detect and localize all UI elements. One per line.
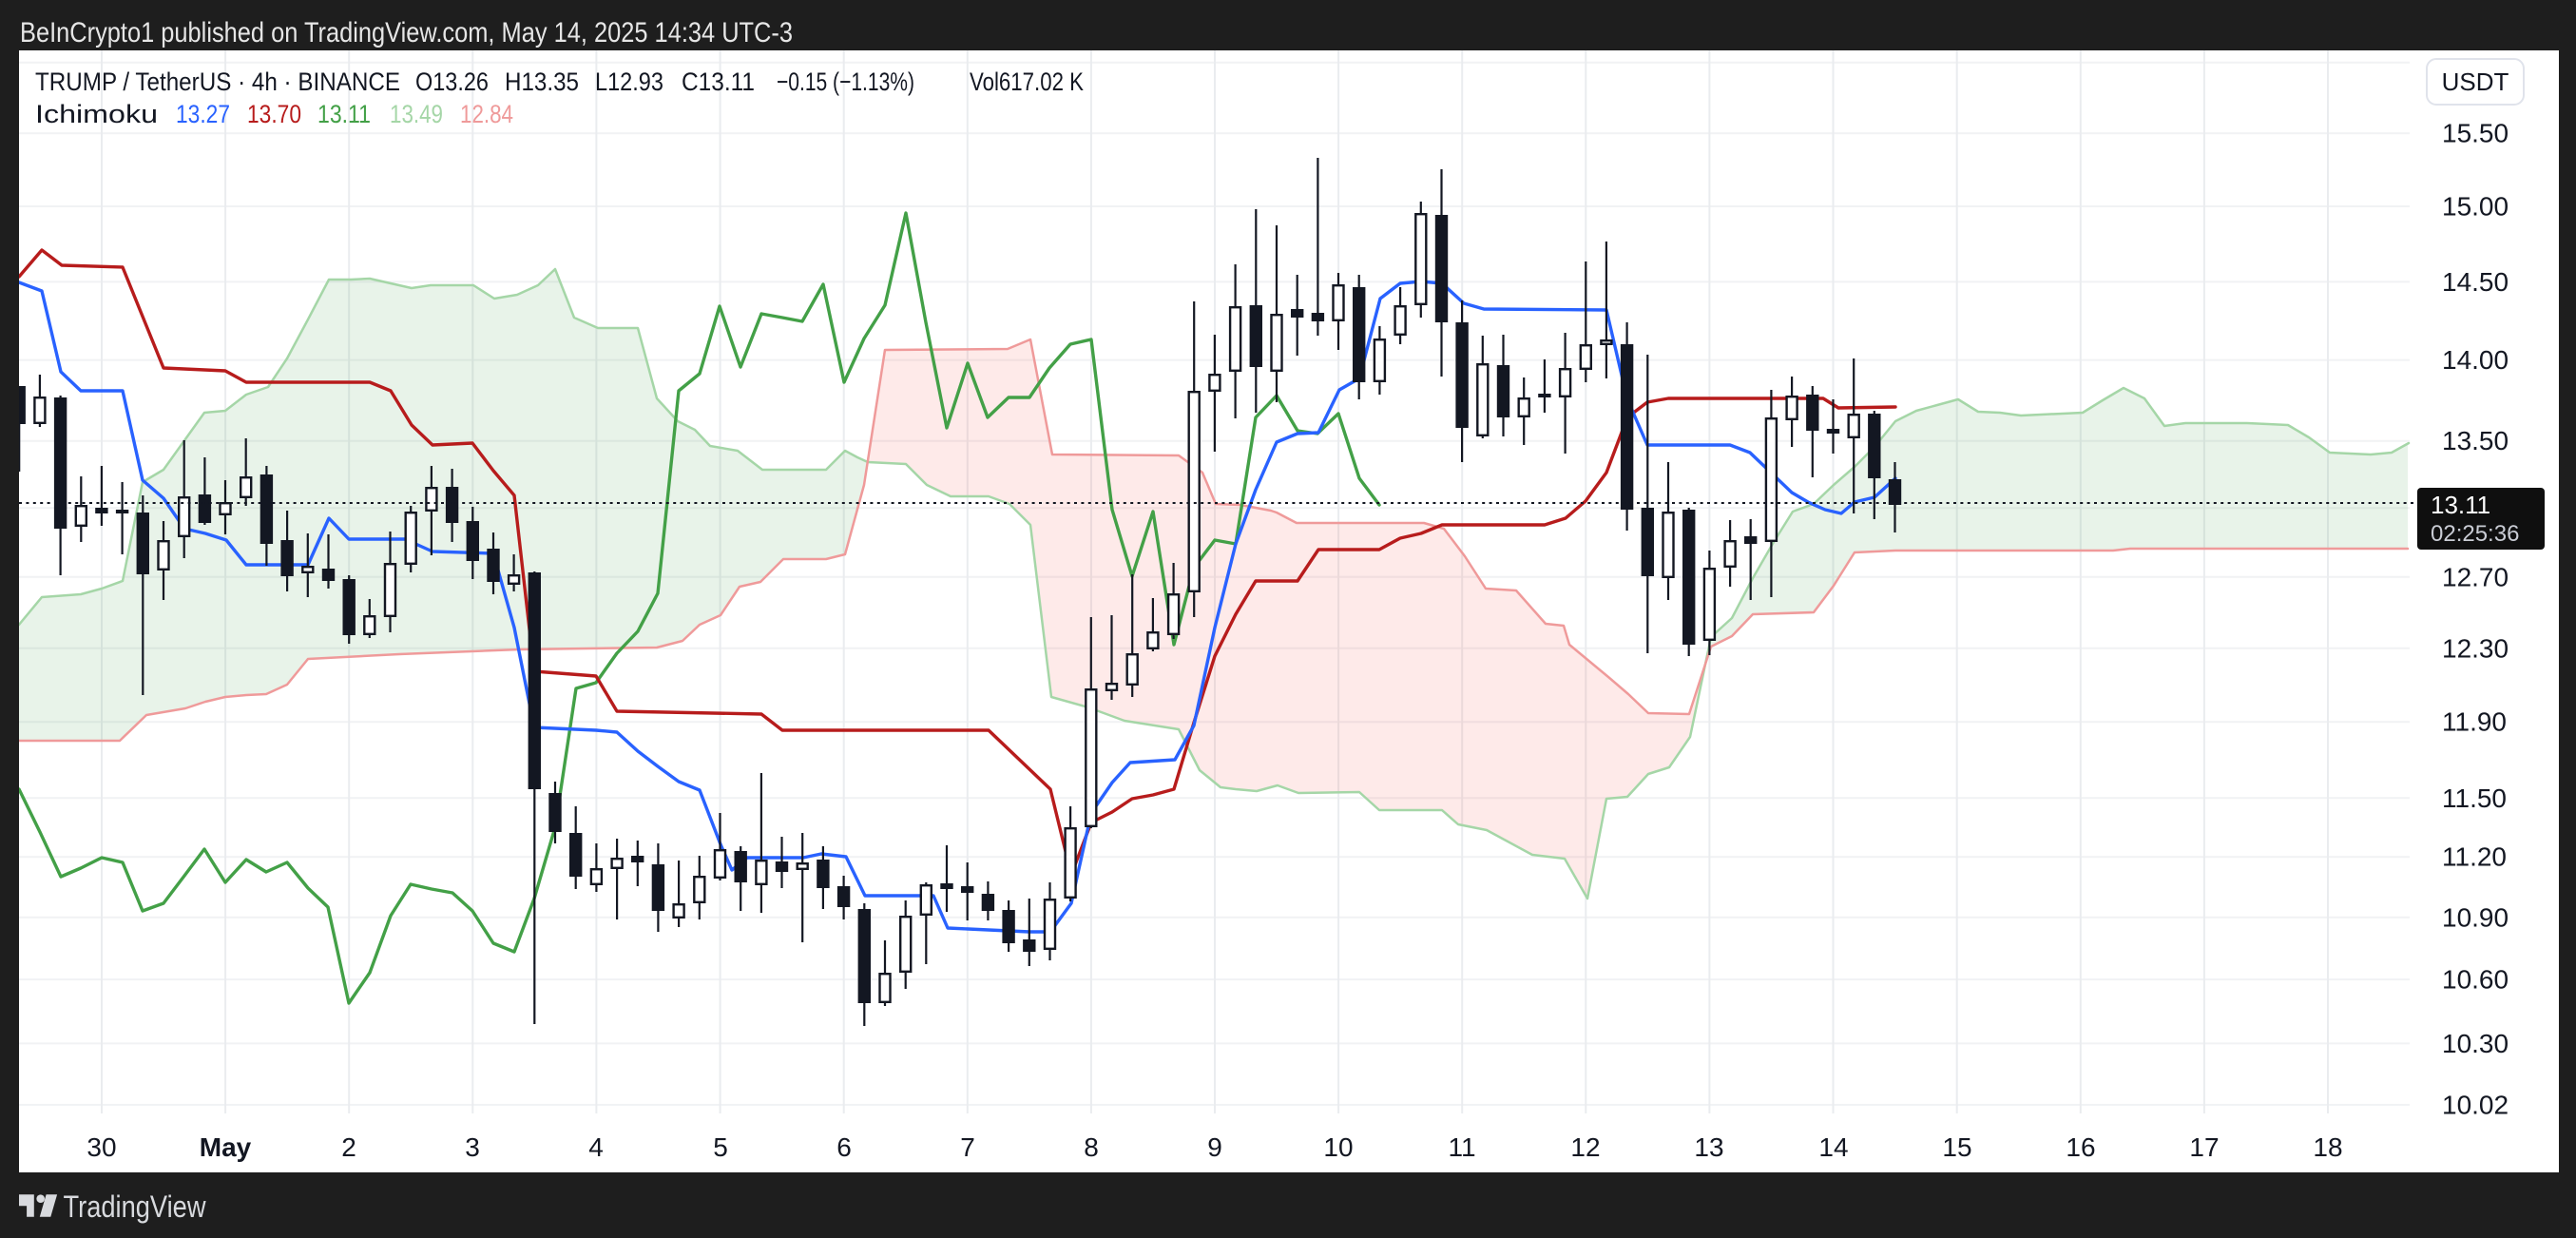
- svg-text:4: 4: [588, 1132, 604, 1162]
- svg-text:11.50: 11.50: [2442, 783, 2507, 813]
- svg-text:O13.26: O13.26: [415, 68, 489, 96]
- svg-text:10: 10: [1323, 1132, 1353, 1162]
- svg-text:18: 18: [2313, 1132, 2342, 1162]
- svg-text:10.02: 10.02: [2442, 1090, 2509, 1119]
- svg-text:9: 9: [1207, 1132, 1222, 1162]
- svg-text:14: 14: [1818, 1132, 1848, 1162]
- svg-text:15.50: 15.50: [2442, 119, 2509, 148]
- svg-text:8: 8: [1084, 1132, 1099, 1162]
- svg-text:10.90: 10.90: [2442, 902, 2509, 932]
- svg-text:13.11: 13.11: [317, 100, 371, 128]
- svg-text:15.00: 15.00: [2442, 192, 2509, 222]
- svg-text:TRUMP / TetherUS · 4h · BINANC: TRUMP / TetherUS · 4h · BINANCE: [35, 68, 400, 96]
- svg-text:USDT: USDT: [2442, 68, 2509, 96]
- svg-text:C13.11: C13.11: [682, 68, 755, 96]
- svg-text:12.30: 12.30: [2442, 633, 2509, 663]
- svg-text:16: 16: [2066, 1132, 2095, 1162]
- svg-text:17: 17: [2189, 1132, 2219, 1162]
- svg-text:13.50: 13.50: [2442, 426, 2509, 455]
- svg-text:2: 2: [341, 1132, 356, 1162]
- svg-text:13.70: 13.70: [247, 100, 301, 128]
- svg-text:11.20: 11.20: [2442, 842, 2507, 872]
- svg-text:Ichimoku: Ichimoku: [35, 100, 158, 128]
- svg-text:12: 12: [1570, 1132, 1600, 1162]
- svg-text:11: 11: [1448, 1132, 1475, 1162]
- svg-text:H13.35: H13.35: [505, 68, 579, 96]
- svg-text:13: 13: [1694, 1132, 1723, 1162]
- svg-text:3: 3: [465, 1132, 480, 1162]
- svg-text:14.50: 14.50: [2442, 267, 2509, 297]
- svg-text:BeInCrypto1 published on Tradi: BeInCrypto1 published on TradingView.com…: [20, 17, 793, 48]
- svg-text:6: 6: [836, 1132, 852, 1162]
- svg-text:13.11: 13.11: [2431, 491, 2490, 519]
- svg-text:15: 15: [1942, 1132, 1971, 1162]
- svg-text:12.84: 12.84: [460, 100, 513, 128]
- svg-text:May: May: [200, 1132, 252, 1162]
- svg-text:30: 30: [87, 1132, 116, 1162]
- svg-text:14.00: 14.00: [2442, 345, 2509, 375]
- svg-text:12.70: 12.70: [2442, 562, 2509, 591]
- svg-text:5: 5: [713, 1132, 728, 1162]
- svg-text:10.30: 10.30: [2442, 1029, 2509, 1058]
- svg-text:13.27: 13.27: [176, 100, 230, 128]
- svg-text:−0.15 (−1.13%): −0.15 (−1.13%): [777, 68, 914, 96]
- svg-text:L12.93: L12.93: [595, 68, 663, 96]
- svg-text:TradingView: TradingView: [64, 1190, 207, 1224]
- svg-text:10.60: 10.60: [2442, 965, 2509, 995]
- svg-text:11.90: 11.90: [2442, 707, 2507, 737]
- svg-text:13.49: 13.49: [390, 100, 443, 128]
- svg-text:7: 7: [960, 1132, 975, 1162]
- svg-text:02:25:36: 02:25:36: [2431, 521, 2519, 547]
- svg-text:Vol617.02 K: Vol617.02 K: [970, 68, 1084, 96]
